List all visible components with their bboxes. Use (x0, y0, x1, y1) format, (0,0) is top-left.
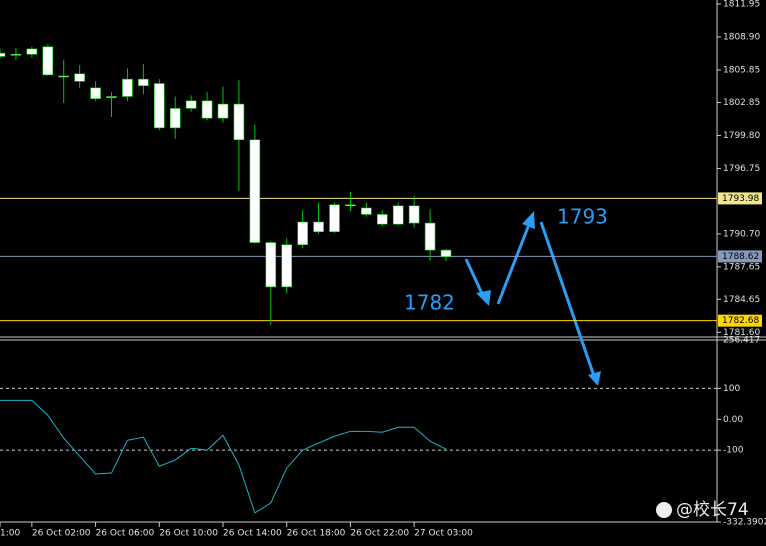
candle-body (361, 207, 372, 215)
x-tick-label: 27 Oct 03:00 (414, 529, 473, 539)
y-tick-label: 1802.85 (723, 98, 760, 108)
candle-body (376, 214, 388, 225)
x-tick-label: 26 Oct 06:00 (96, 529, 155, 539)
x-tick-label: 26 Oct 18:00 (287, 529, 346, 539)
candle-body (58, 75, 70, 78)
x-tick-label: 26 Oct 10:00 (159, 529, 218, 539)
candle-body (424, 222, 436, 251)
candle-body (440, 249, 452, 257)
forecast-arrows (464, 211, 601, 386)
candle-body (313, 221, 324, 233)
y-tick-label: 1799.80 (723, 131, 760, 141)
candle-body (281, 244, 293, 288)
y-tick-label: 1808.90 (723, 32, 760, 42)
y-tick-label: 1796.75 (723, 164, 760, 174)
y-tick-label: 0.00 (723, 415, 743, 425)
candle-body (217, 103, 229, 119)
candle-body (90, 87, 101, 99)
y-tick-label: 1805.85 (723, 65, 760, 75)
level-label-box (718, 314, 762, 327)
annotation: 1793 (557, 205, 608, 229)
candle-body (233, 103, 245, 141)
candle-body (329, 204, 340, 233)
y-tick-label: 1790.70 (723, 229, 760, 239)
level-label: 1782.68 (722, 316, 759, 326)
x-tick-label: 26 Oct 22:00 (350, 529, 409, 539)
x-tick-label: 26 Oct 02:00 (32, 529, 91, 539)
y-tick-label: 1781.60 (723, 328, 760, 338)
candle-body (169, 108, 181, 129)
candle-body (408, 205, 420, 224)
y-tick-label: -100 (723, 446, 744, 456)
candle-body (249, 139, 261, 243)
y-tick-label: 1787.65 (723, 262, 760, 272)
candle-body (74, 73, 85, 82)
x-tick-label: 1:00 (0, 529, 20, 539)
watermark-icon (656, 502, 672, 518)
candle-body (106, 96, 117, 98)
candle-body (297, 221, 308, 246)
level-label: 1788.62 (722, 252, 759, 262)
y-tick-label: 1784.65 (723, 295, 760, 305)
candle-body (201, 100, 213, 119)
level-label-box (718, 250, 762, 263)
y-tick-label: 256.417 (723, 336, 760, 346)
candle-body (42, 46, 54, 76)
candle-body (153, 83, 165, 129)
y-tick-label: 1811.95 (723, 0, 760, 10)
candle-body (26, 48, 38, 55)
y-tick-label: 100 (723, 384, 740, 394)
watermark: @校长74 (676, 500, 749, 520)
candle-body (122, 78, 133, 97)
level-label-box (718, 192, 762, 205)
level-label: 1793.98 (722, 194, 759, 204)
candle-body (10, 54, 22, 56)
candle-body (138, 78, 149, 86)
candle-body (392, 205, 404, 225)
x-tick-label: 26 Oct 14:00 (223, 529, 282, 539)
y-tick-label: -332.3902 (723, 518, 766, 528)
indicator-line (0, 399, 447, 514)
candle-body (0, 52, 6, 57)
candle-body (265, 242, 277, 288)
candle-body (185, 100, 197, 109)
candle-body (345, 204, 356, 207)
annotation: 1782 (404, 291, 455, 315)
